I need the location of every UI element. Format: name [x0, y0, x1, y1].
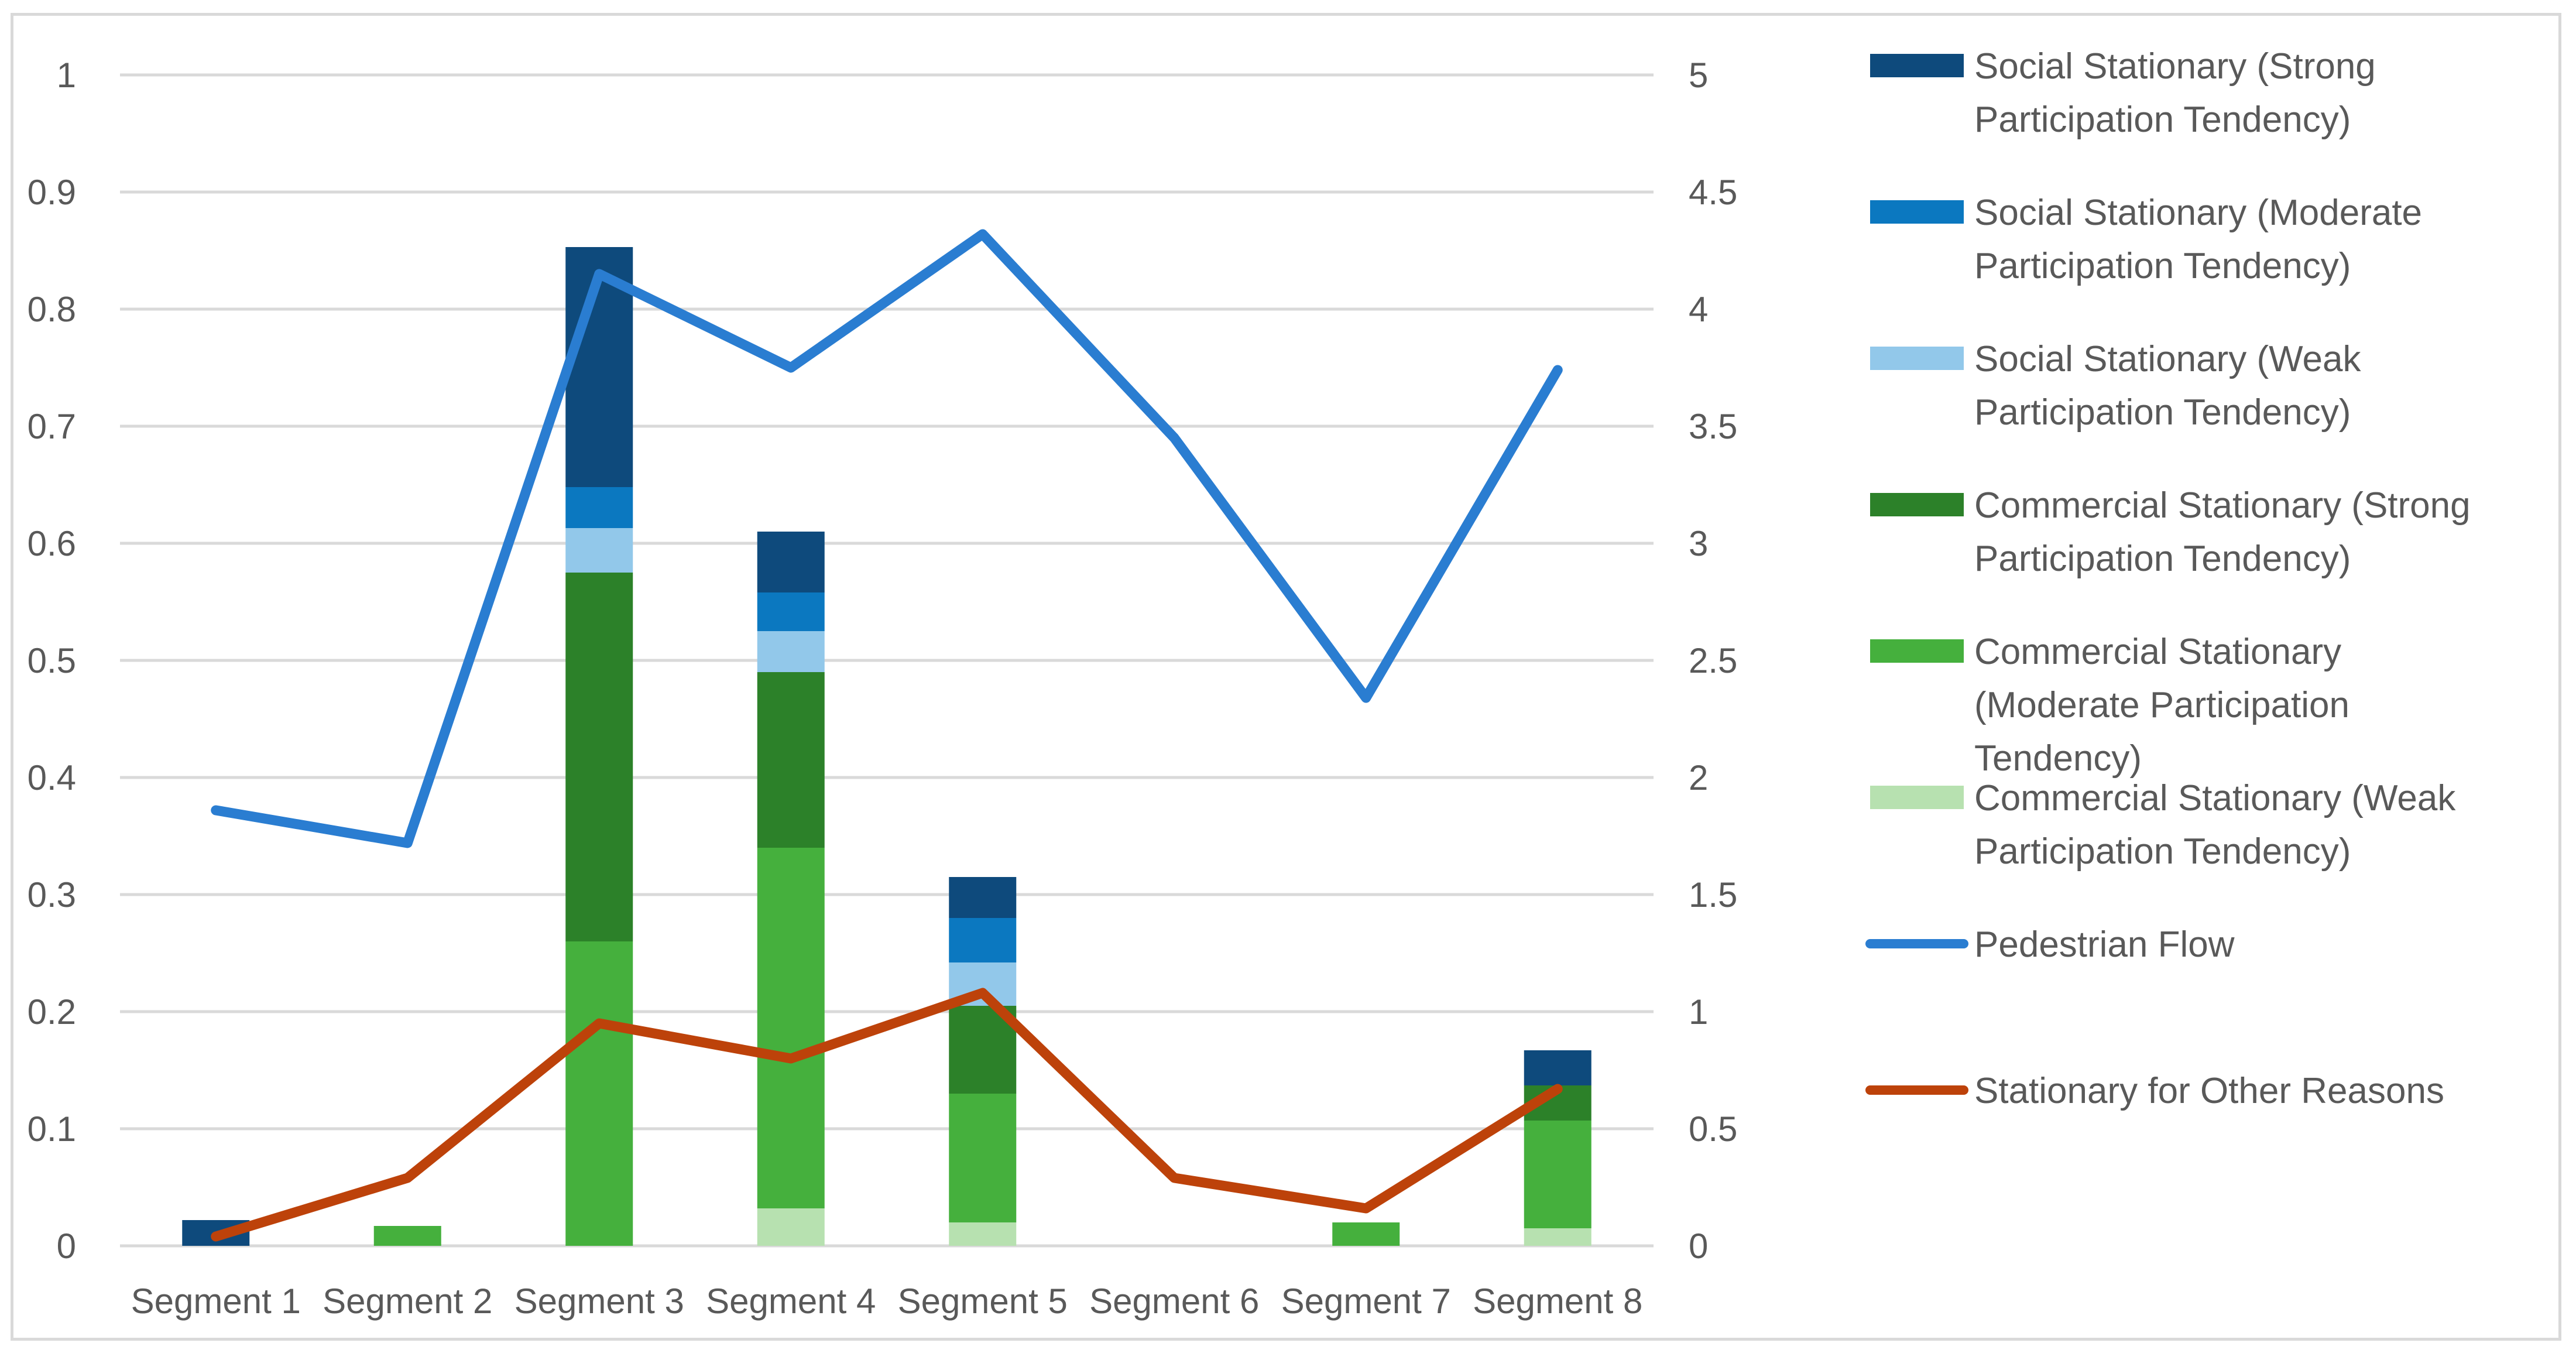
legend-label: Social Stationary (Strong	[1974, 46, 2376, 87]
series-line	[211, 988, 1563, 1242]
x-tick-label: Segment 5	[898, 1282, 1068, 1321]
legend-label: Commercial Stationary (Weak	[1974, 778, 2456, 818]
y-right-tick-label: 1	[1689, 992, 1708, 1032]
y-right-tick-label: 0	[1689, 1227, 1708, 1266]
legend-swatch	[1870, 347, 1964, 370]
legend-label: Commercial Stationary	[1974, 632, 2341, 672]
x-tick-label: Segment 7	[1281, 1282, 1451, 1321]
bar-segment	[757, 532, 825, 592]
y-left-tick-label: 1	[57, 56, 76, 95]
series-line	[211, 229, 1563, 848]
legend-label: Social Stationary (Moderate	[1974, 193, 2422, 233]
stacked-bars	[182, 247, 1591, 1246]
bar-segment	[757, 848, 825, 1208]
legend-label: (Moderate Participation	[1974, 685, 2349, 725]
y-left-tick-label: 0.4	[28, 758, 76, 797]
bar-segment	[565, 941, 633, 1246]
bar-segment	[373, 1226, 441, 1246]
legend-label: Participation Tendency)	[1974, 539, 2351, 579]
legend: Social Stationary (Strong Participation T…	[1865, 46, 2471, 1111]
bar-segment	[757, 592, 825, 631]
y-right-tick-label: 1.5	[1689, 875, 1737, 914]
x-tick-label: Segment 4	[706, 1282, 876, 1321]
chart-frame	[11, 13, 2561, 1341]
y-left-tick-label: 0.1	[28, 1109, 76, 1149]
legend-swatch	[1870, 639, 1964, 663]
x-tick-label: Segment 6	[1089, 1282, 1259, 1321]
legend-label: Participation Tendency)	[1974, 100, 2351, 140]
legend-label: Stationary for Other Reasons	[1974, 1071, 2444, 1111]
legend-label: Pedestrian Flow	[1974, 924, 2235, 965]
y-right-tick-label: 3.5	[1689, 407, 1737, 446]
bar-segment	[565, 573, 633, 941]
legend-label: Participation Tendency)	[1974, 392, 2351, 433]
bar-segment	[757, 1208, 825, 1246]
x-tick-label: Segment 2	[323, 1282, 492, 1321]
y-right-tick-label: 4	[1689, 290, 1708, 329]
y-left-tick-label: 0.6	[28, 524, 76, 563]
x-tick-label: Segment 3	[514, 1282, 684, 1321]
legend-label: Tendency)	[1974, 738, 2142, 779]
x-axis: Segment 1 Segment 2 Segment 3 Segment 4 Segm…	[131, 1282, 1643, 1321]
legend-label: Social Stationary (Weak	[1974, 339, 2361, 379]
y-left-tick-label: 0.3	[28, 875, 76, 914]
right-axis: 0 0.5 1 1.5 2 2.5 3 3.5 4 4.5 5	[1689, 56, 1737, 1266]
legend-swatch	[1870, 786, 1964, 809]
legend-label: Participation Tendency)	[1974, 246, 2351, 286]
y-left-tick-label: 0	[57, 1227, 76, 1266]
bar-segment	[1524, 1050, 1591, 1085]
y-left-tick-label: 0.8	[28, 290, 76, 329]
y-left-tick-label: 0.9	[28, 173, 76, 212]
bar-segment	[565, 487, 633, 528]
bar-segment	[1332, 1222, 1400, 1246]
y-right-tick-label: 2.5	[1689, 641, 1737, 680]
gridlines	[120, 73, 1654, 1248]
bar-segment	[949, 1222, 1017, 1246]
legend-swatch	[1870, 493, 1964, 516]
bar-segment	[1524, 1121, 1591, 1228]
bar-segment	[1524, 1228, 1591, 1246]
bar-segment	[949, 877, 1017, 918]
y-left-tick-label: 0.5	[28, 641, 76, 680]
legend-swatch	[1870, 54, 1964, 77]
bar-segment	[757, 672, 825, 848]
y-right-tick-label: 5	[1689, 56, 1708, 95]
bar-segment	[949, 1094, 1017, 1222]
bar-segment	[565, 528, 633, 573]
y-right-tick-label: 4.5	[1689, 173, 1737, 212]
y-right-tick-label: 2	[1689, 758, 1708, 797]
legend-label: Participation Tendency)	[1974, 831, 2351, 872]
y-left-tick-label: 0.7	[28, 407, 76, 446]
y-right-tick-label: 3	[1689, 524, 1708, 563]
bar-segment	[757, 631, 825, 672]
x-tick-label: Segment 1	[131, 1282, 301, 1321]
x-tick-label: Segment 8	[1473, 1282, 1642, 1321]
legend-swatch	[1870, 200, 1964, 224]
line-series	[211, 229, 1563, 1242]
bar-segment	[949, 918, 1017, 962]
y-right-tick-label: 0.5	[1689, 1109, 1737, 1149]
y-left-tick-label: 0.2	[28, 992, 76, 1032]
left-axis: 0 0.1 0.2 0.3 0.4 0.5 0.6 0.7 0.8 0.9 1	[28, 56, 76, 1266]
legend-label: Commercial Stationary (Strong	[1974, 485, 2471, 526]
